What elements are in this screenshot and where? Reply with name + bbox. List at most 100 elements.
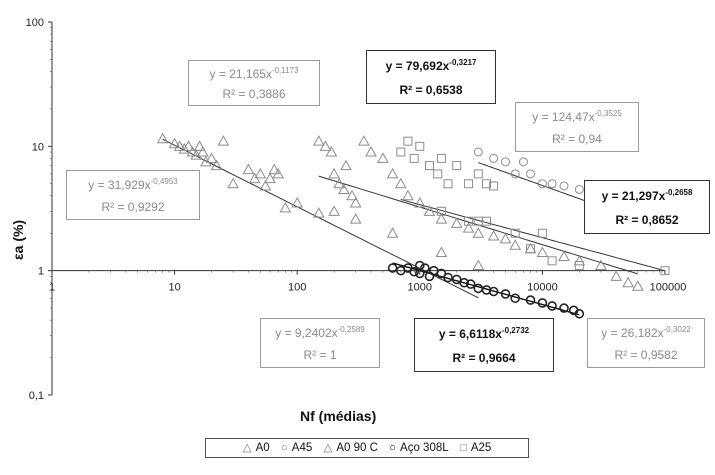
data-point-a0 [227, 177, 239, 189]
legend-item-aco-308l: ○ Aço 308L [389, 442, 449, 454]
data-point-a0 [312, 207, 325, 218]
chart-legend: △ A0 ○ A45 △ A0 90 C ○ Aço 308L □ A25 [205, 438, 529, 458]
y-axis-title: εa (%) [10, 219, 26, 260]
square-marker-icon: □ [459, 442, 467, 454]
y-tick-label: 1 [38, 266, 44, 278]
chart-axes: 0,1 1 10 100 1 10 100 1000 10000 100000 [26, 17, 687, 402]
legend-item-a0: △ A0 [242, 442, 270, 454]
data-point-a-o-308l [409, 266, 419, 277]
y-tick-label: 0,1 [29, 390, 44, 402]
data-point-a45 [559, 181, 569, 191]
data-point-a-o-308l [559, 303, 569, 313]
data-point-a25 [436, 153, 446, 163]
data-point-a25 [510, 228, 520, 238]
data-point-a25 [473, 169, 483, 179]
data-point-a0 [182, 140, 195, 151]
triangle-marker-icon: △ [323, 442, 333, 454]
data-point-a0-90-c [487, 229, 500, 241]
fit-box-a45: y = 124,47x-0,3525 R² = 0,94 [515, 102, 639, 152]
data-point-a45 [526, 169, 536, 179]
data-point-a0-90-c [333, 177, 346, 189]
data-point-a25 [425, 161, 435, 171]
data-point-a25 [403, 136, 413, 146]
data-point-a0-90-c [346, 189, 358, 201]
data-point-a0 [168, 137, 181, 149]
x-tick-label: 1 [49, 282, 55, 294]
data-point-a0-90-c [435, 213, 448, 224]
data-point-a0 [197, 145, 209, 157]
data-point-a0 [242, 163, 255, 175]
legend-item-a45: ○ A45 [280, 442, 313, 454]
data-point-a-o-308l [436, 268, 447, 279]
data-point-a-o-308l [488, 286, 499, 297]
data-point-a45 [574, 184, 584, 194]
triangle-marker-icon: △ [242, 442, 252, 454]
data-point-a45 [473, 147, 483, 157]
data-point-a0 [264, 172, 276, 184]
data-point-a0-90-c [509, 239, 522, 250]
data-point-a45 [510, 169, 520, 179]
data-point-a25 [526, 244, 536, 254]
data-point-a-o-308l [387, 263, 398, 273]
data-point-a-o-308l [500, 289, 511, 299]
data-point-a-o-308l [547, 301, 557, 311]
data-point-a0-90-c [340, 159, 352, 171]
data-point-a-o-308l [510, 293, 521, 304]
data-point-a25 [396, 147, 406, 157]
data-point-a0-90-c [377, 152, 389, 163]
data-point-a0 [259, 179, 272, 191]
data-point-a0-90-c [337, 183, 350, 194]
data-point-a0-90-c [462, 222, 475, 233]
circle-marker-icon: ○ [389, 442, 397, 454]
data-point-a0 [279, 201, 292, 213]
data-point-a0 [193, 140, 206, 151]
data-point-a0 [173, 140, 186, 151]
data-point-a25 [537, 228, 547, 238]
data-point-a-o-308l [420, 263, 430, 273]
fit-box-a0-90c: y = 26,182x-0,3022 R² = 0,9582 [587, 318, 705, 368]
data-point-a25 [660, 266, 670, 276]
data-point-a0-90-c [365, 145, 377, 157]
data-point-a25 [443, 179, 453, 189]
data-point-a45 [489, 153, 499, 163]
data-point-a25 [482, 179, 492, 189]
data-point-a45 [537, 179, 547, 189]
y-tick-label: 100 [26, 17, 44, 29]
data-point-a0-90-c [413, 196, 426, 208]
data-point-a0-90-c [386, 167, 399, 179]
fit-box-third: y = 9,2402x-0,2589 R² = 1 [260, 318, 380, 368]
data-point-a45 [518, 157, 528, 167]
data-point-a-o-308l [574, 308, 585, 319]
data-point-a25 [464, 179, 474, 189]
data-point-a0 [435, 246, 448, 257]
data-point-a25 [464, 216, 474, 226]
data-point-a0-90-c [610, 270, 623, 281]
data-point-a-o-308l [473, 283, 484, 294]
fit-box-a25: y = 21,297x-0,2658 R² = 0,8652 [584, 180, 710, 234]
data-point-a25 [489, 181, 499, 191]
data-point-a45 [500, 157, 510, 167]
legend-item-a0-90c: △ A0 90 C [323, 442, 378, 454]
data-point-a0 [291, 196, 304, 208]
data-point-a0-90-c [536, 246, 549, 257]
data-point-a25 [436, 206, 446, 216]
data-point-a25 [547, 256, 557, 266]
x-tick-label: 10000 [527, 282, 558, 294]
data-point-a0-90-c [394, 177, 407, 189]
data-point-a25 [482, 216, 492, 226]
fit-box-a0-90c-upper: y = 21,165x-0,1173 R² = 0,3886 [188, 60, 320, 106]
data-point-a25 [574, 261, 584, 271]
data-point-a0-90-c [325, 145, 338, 157]
data-point-a0-90-c [573, 254, 586, 266]
data-point-a-o-308l [525, 295, 536, 305]
data-point-a-o-308l [537, 298, 548, 308]
legend-item-a25: □ A25 [459, 442, 492, 454]
data-point-a0 [210, 159, 223, 171]
data-point-a0-90-c [423, 205, 436, 216]
fit-box-a25-upper: y = 79,692x-0,3217 R² = 0,6538 [366, 50, 496, 104]
data-point-a25 [452, 161, 462, 171]
data-point-a0 [272, 167, 285, 179]
x-tick-label: 100000 [650, 282, 687, 294]
